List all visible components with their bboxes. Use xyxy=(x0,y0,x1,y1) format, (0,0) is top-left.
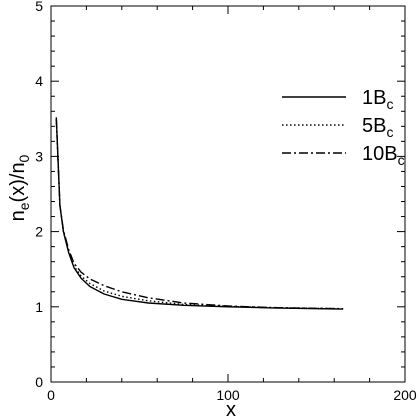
x-tick-label: 200 xyxy=(393,387,417,403)
y-axis-title-main: n xyxy=(7,210,29,221)
series-line-1 xyxy=(55,117,344,310)
y-axis-title-mid: (x)/n xyxy=(7,162,29,202)
y-tick-label: 2 xyxy=(35,224,43,240)
legend-label-sub: c xyxy=(398,152,405,168)
legend-label-sub: c xyxy=(386,124,393,140)
legend-label-3: 10Bc xyxy=(362,143,405,168)
y-axis-title-sub2: 0 xyxy=(16,154,32,162)
tick-labels: 0 100 200 0 1 2 3 4 5 xyxy=(35,0,417,403)
legend-label-main: 1B xyxy=(362,87,386,109)
ticks xyxy=(50,5,406,383)
plot-border xyxy=(50,5,406,383)
x-tick-label: 0 xyxy=(47,387,55,403)
y-tick-label: 0 xyxy=(35,374,43,390)
series-line-3 xyxy=(55,118,344,310)
y-tick-label: 4 xyxy=(35,73,43,89)
legend-label-2: 5Bc xyxy=(362,115,393,140)
y-axis-title: ne(x)/n0 xyxy=(7,154,32,221)
series-line-2 xyxy=(55,118,344,310)
y-tick-label: 3 xyxy=(35,148,43,164)
legend-label-main: 10B xyxy=(362,143,398,165)
series-lines xyxy=(55,117,344,310)
y-axis-title-sub1: e xyxy=(16,202,32,210)
legend-label-1: 1Bc xyxy=(362,87,393,112)
y-tick-label: 5 xyxy=(35,0,43,14)
y-tick-label: 1 xyxy=(35,299,43,315)
plot-frame xyxy=(50,5,406,383)
legend-label-main: 5B xyxy=(362,115,386,137)
x-tick-label: 100 xyxy=(216,387,240,403)
x-axis-title: x xyxy=(226,399,236,420)
legend-label-sub: c xyxy=(386,96,393,112)
